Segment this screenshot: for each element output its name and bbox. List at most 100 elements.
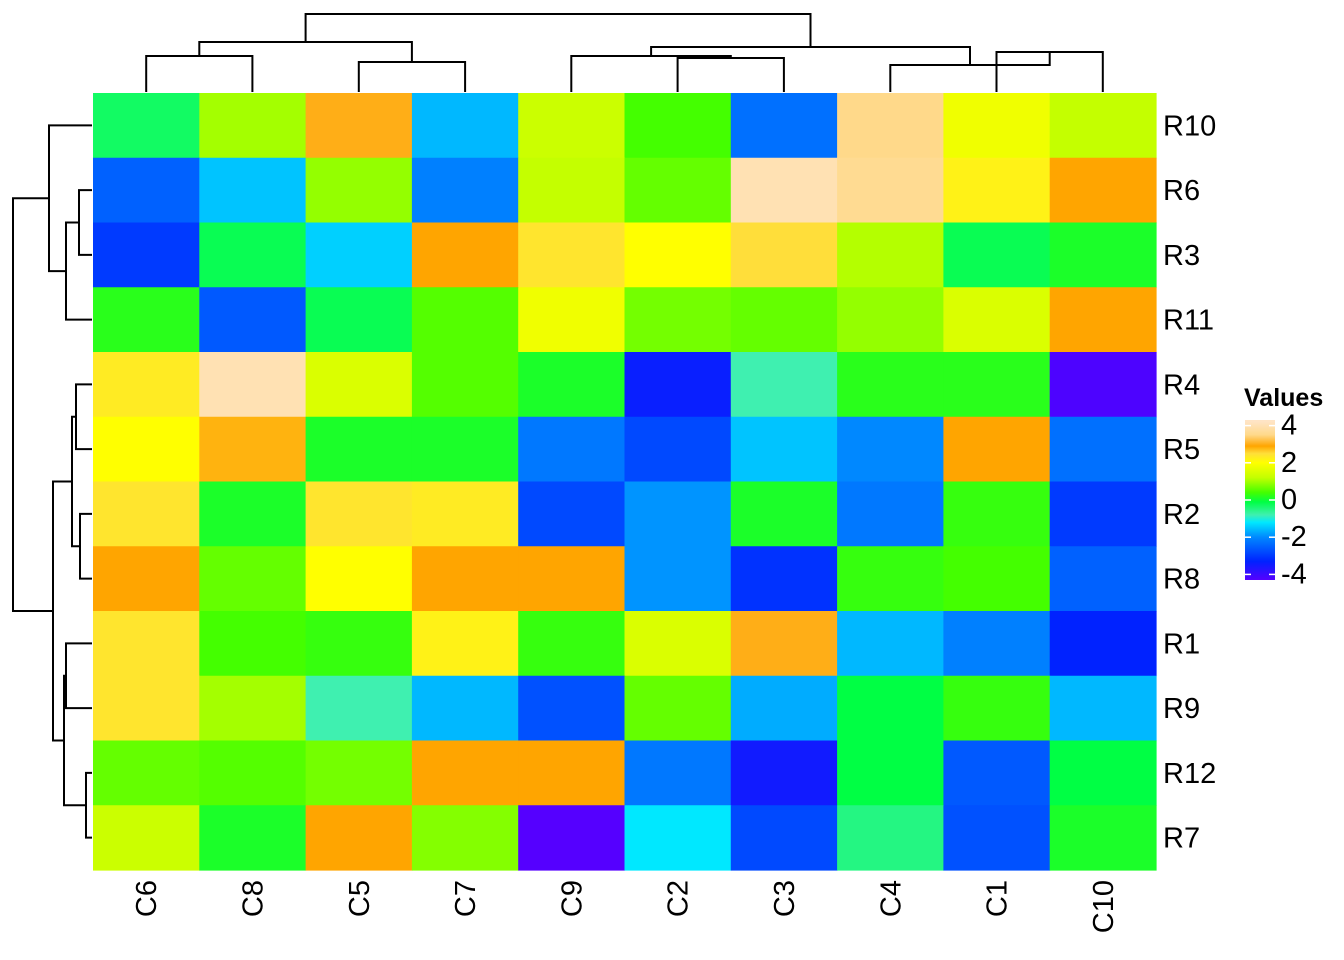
heatmap-cell-R8-C8: [199, 546, 307, 612]
row-dendrogram-branch: [78, 189, 92, 256]
row-label-R10: R10: [1163, 110, 1216, 142]
heatmap-cell-R6-C9: [518, 157, 626, 224]
column-label-C7: C7: [450, 880, 482, 917]
heatmap-cell-R7-C1: [943, 805, 1051, 871]
heatmap-cell-R7-C9: [518, 805, 626, 871]
heatmap-cell-R8-C9: [518, 546, 626, 612]
row-label-R4: R4: [1163, 369, 1200, 401]
column-label-C2: C2: [663, 880, 695, 917]
row-dendrogram-branch: [48, 124, 92, 273]
heatmap-cell-R8-C5: [305, 546, 413, 612]
row-label-R2: R2: [1163, 499, 1200, 531]
heatmap-cell-R9-C1: [943, 675, 1051, 742]
heatmap-cell-R9-C8: [199, 675, 307, 742]
heatmap-cell-R10-C7: [411, 93, 519, 159]
heatmap-cell-R9-C6: [93, 675, 200, 742]
heatmap-cell-R4-C4: [837, 352, 944, 418]
heatmap-cell-R6-C7: [411, 157, 519, 224]
heatmap-cell-R11-C10: [1049, 287, 1157, 353]
heatmap-cell-R5-C8: [199, 416, 307, 483]
legend-tick-label: 4: [1281, 410, 1297, 442]
heatmap-cell-R11-C3: [730, 287, 838, 353]
heatmap-cell-R1-C3: [730, 611, 838, 677]
row-dendrogram-branch: [63, 674, 86, 807]
row-label-R6: R6: [1163, 175, 1200, 207]
heatmap-cell-R12-C9: [518, 740, 626, 806]
heatmap-cell-R7-C2: [624, 805, 732, 871]
row-label-R3: R3: [1163, 240, 1200, 272]
heatmap-cell-R4-C2: [624, 352, 732, 418]
row-label-R5: R5: [1163, 434, 1200, 466]
heatmap-cell-R1-C10: [1049, 611, 1157, 677]
column-label-C4: C4: [875, 880, 907, 917]
column-dendrogram-branch: [304, 13, 812, 47]
row-dendrogram-branch: [12, 197, 53, 612]
heatmap-cell-R5-C4: [837, 416, 944, 483]
heatmap-cell-R1-C6: [93, 611, 200, 677]
legend-tick-label: 0: [1281, 484, 1297, 516]
heatmap-cell-R6-C1: [943, 157, 1051, 224]
heatmap-cell-R11-C4: [837, 287, 944, 353]
column-labels: C6 C8 C5 C7 C9 C2 C3 C4 C1 C10: [131, 880, 1120, 933]
column-dendrogram-branch: [570, 55, 732, 92]
column-label-C9: C9: [556, 880, 588, 917]
heatmap-cell-R12-C3: [730, 740, 838, 806]
row-label-R1: R1: [1163, 628, 1200, 660]
heatmap-cell-R12-C1: [943, 740, 1051, 806]
heatmap-cell-R9-C10: [1049, 675, 1157, 742]
heatmap-cell-R1-C9: [518, 611, 626, 677]
heatmap-cell-R5-C6: [93, 416, 200, 483]
heatmap-cell-R11-C6: [93, 287, 200, 353]
heatmap-cell-R8-C7: [411, 546, 519, 612]
heatmap-cell-R10-C4: [837, 93, 944, 159]
heatmap-cell-R12-C4: [837, 740, 944, 806]
heatmap-cell-R5-C10: [1049, 416, 1157, 483]
color-legend: Values 4 2 0 -2 -4: [1244, 384, 1323, 590]
heatmap-cell-R9-C5: [305, 675, 413, 742]
heatmap-cell-R7-C8: [199, 805, 307, 871]
heatmap-cell-R11-C7: [411, 287, 519, 353]
heatmap-cell-R10-C6: [93, 93, 200, 159]
column-label-C3: C3: [769, 880, 801, 917]
heatmap-cell-R8-C1: [943, 546, 1051, 612]
column-label-C1: C1: [982, 880, 1014, 917]
row-label-R9: R9: [1163, 693, 1200, 725]
heatmap-cell-R11-C9: [518, 287, 626, 353]
legend-tick-label: 2: [1281, 447, 1297, 479]
heatmap-cell-R6-C3: [730, 157, 838, 224]
heatmap-cell-R5-C1: [943, 416, 1051, 483]
heatmap-cell-R10-C2: [624, 93, 732, 159]
heatmap-cell-R10-C8: [199, 93, 307, 159]
column-label-C8: C8: [237, 880, 269, 917]
column-dendrogram: [145, 13, 1104, 92]
column-dendrogram-branch: [145, 55, 254, 92]
heatmap-cell-R4-C10: [1049, 352, 1157, 418]
row-dendrogram-branch: [75, 383, 92, 451]
heatmap-cell-R11-C8: [199, 287, 307, 353]
heatmap-cell-R12-C5: [305, 740, 413, 806]
legend-tick-label: -4: [1281, 558, 1307, 590]
heatmap-cell-R6-C8: [199, 157, 307, 224]
heatmap-cell-R5-C7: [411, 416, 519, 483]
heatmap-cell-R6-C2: [624, 157, 732, 224]
heatmap-cell-R6-C10: [1049, 157, 1157, 224]
legend-title: Values: [1244, 384, 1323, 412]
heatmap-cell-R1-C5: [305, 611, 413, 677]
heatmap-cell-R8-C3: [730, 546, 838, 612]
column-label-C6: C6: [131, 880, 163, 917]
heatmap-cell-R3-C3: [730, 222, 838, 288]
heatmap-cell-R4-C8: [199, 352, 307, 418]
heatmap-cell-R1-C4: [837, 611, 944, 677]
heatmap-cell-R5-C5: [305, 416, 413, 483]
heatmap-cell-R3-C2: [624, 222, 732, 288]
heatmap-cell-R7-C7: [411, 805, 519, 871]
heatmap-cell-R10-C1: [943, 93, 1051, 159]
heatmap-cell-R7-C6: [93, 805, 200, 871]
heatmap-cell-R10-C9: [518, 93, 626, 159]
heatmap-cell-R8-C10: [1049, 546, 1157, 612]
heatmap-cell-R7-C3: [730, 805, 838, 871]
heatmap-cell-R2-C4: [837, 481, 944, 547]
heatmap-cell-R2-C6: [93, 481, 200, 547]
row-label-R12: R12: [1163, 758, 1216, 790]
heatmap-cell-R5-C3: [730, 416, 838, 483]
